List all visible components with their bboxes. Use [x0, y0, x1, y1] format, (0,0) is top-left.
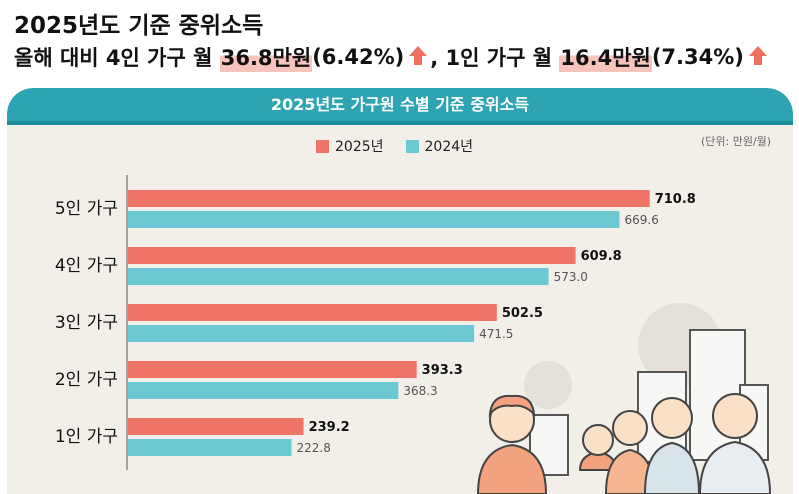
data-label-2025: 710.8	[655, 192, 696, 207]
background-circle	[524, 361, 572, 409]
chart-title: 2025년도 가구원 수별 기준 중위소득	[7, 88, 793, 121]
category-label: 3인 가구	[55, 313, 118, 333]
category-label: 4인 가구	[55, 256, 118, 276]
data-label-2025: 393.3	[422, 363, 463, 378]
bar-2025	[128, 418, 304, 435]
category-label: 2인 가구	[55, 370, 118, 390]
data-label-2024: 368.3	[403, 384, 437, 398]
up-arrow-icon	[409, 46, 428, 65]
legend-label-2024: 2024년	[424, 139, 474, 155]
headline-summary: 올해 대비 4인 가구 월 36.8만원 (6.42%) , 1인 가구 월 1…	[14, 42, 770, 72]
up-arrow-icon	[748, 46, 767, 65]
baby-figure	[578, 424, 618, 471]
mother-figure	[604, 410, 656, 494]
unit-note: (단위: 만원/월)	[701, 135, 772, 148]
family-with-buildings-illustration	[476, 303, 772, 494]
grandfather-figure	[698, 393, 772, 494]
headline-prefix: 올해 대비 4인 가구 월	[14, 46, 220, 70]
chart-legend: 2025년 2024년	[316, 136, 495, 156]
data-label-2025: 502.5	[502, 306, 543, 321]
one-person-percent: (7.34%)	[651, 45, 744, 69]
data-label-2025: 239.2	[309, 420, 350, 435]
one-person-increase: 16.4만원	[559, 42, 652, 72]
four-person-increase: 36.8만원	[219, 42, 313, 72]
banner-shadow	[7, 121, 793, 125]
legend-item-2025: 2025년	[316, 136, 384, 156]
data-label-2024: 471.5	[479, 327, 513, 341]
bar-2024	[128, 211, 620, 228]
data-label-2025: 609.8	[581, 249, 622, 264]
bar-2024	[128, 325, 475, 342]
four-person-percent: (6.42%)	[312, 45, 405, 69]
legend-label-2025: 2025년	[335, 139, 384, 155]
bar-2025	[128, 247, 576, 264]
bar-2025	[128, 304, 497, 321]
legend-swatch-2025	[316, 139, 329, 153]
son-figure	[643, 397, 701, 494]
legend-swatch-2024	[405, 139, 419, 153]
page-title: 2025년도 기준 중위소득	[14, 13, 264, 39]
category-label: 1인 가구	[55, 427, 118, 447]
data-label-2024: 573.0	[554, 270, 588, 284]
father-figure	[476, 394, 548, 494]
bar-2025	[128, 361, 417, 378]
category-label: 5인 가구	[55, 199, 118, 219]
data-label-2024: 669.6	[624, 213, 658, 227]
bar-2025	[128, 190, 650, 207]
legend-item-2024: 2024년	[405, 136, 474, 156]
data-label-2024: 222.8	[297, 441, 331, 455]
bar-2024	[128, 268, 549, 285]
bars-group: 5인 가구 710.8 669.6 4인 가구 609.8 573.0 3인 가구 502.5…	[55, 190, 696, 456]
bar-2024	[128, 439, 292, 456]
headline-separator: , 1인 가구 월	[430, 46, 560, 70]
bar-2024	[128, 382, 399, 399]
